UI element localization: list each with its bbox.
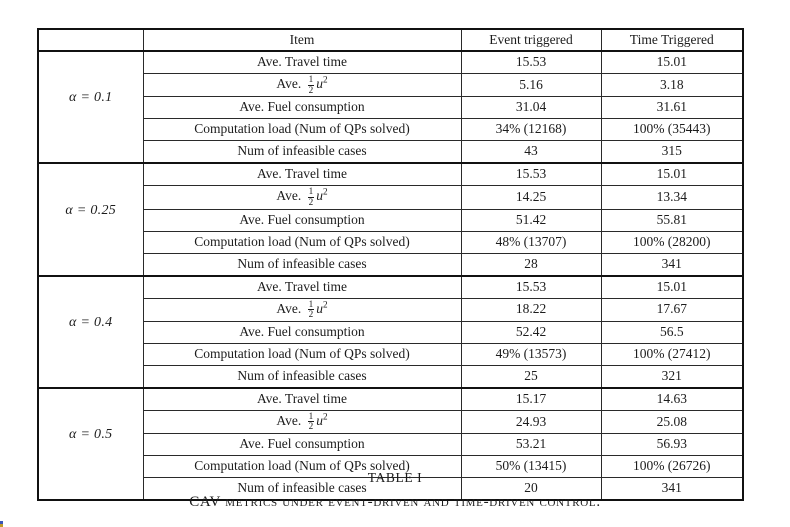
item-cell: Computation load (Num of QPs solved)	[142, 342, 462, 366]
time-value-cell: 13.34	[600, 185, 744, 210]
table-row: Computation load (Num of QPs solved) 34% …	[38, 118, 744, 142]
item-cell: Ave. 1 2 u2	[142, 297, 462, 322]
item-cell: Ave. 1 2 u2	[142, 185, 462, 210]
time-value-cell: 25.08	[600, 409, 744, 435]
table-row: α = 0.5 Ave. Travel time 15.17 14.63	[37, 386, 744, 501]
time-value-cell: 56.93	[600, 433, 744, 457]
table-row: α = 0.25 Ave. Travel time 15.53 15.01	[37, 162, 744, 277]
event-value-cell: 31.04	[460, 96, 602, 120]
event-value-cell: 14.25	[460, 185, 602, 210]
item-cell: Num of infeasible cases	[142, 364, 462, 389]
table-row: Ave. Fuel consumption 53.21 56.93	[38, 433, 744, 457]
item-cell: Ave. Fuel consumption	[142, 433, 462, 457]
cav-metrics-table: Item Event triggered Time Triggered α = …	[37, 28, 744, 502]
time-value-cell: 3.18	[600, 72, 744, 98]
event-value-cell: 51.42	[460, 208, 602, 232]
item-cell: Computation load (Num of QPs solved)	[142, 455, 462, 479]
event-value-cell: 28	[460, 252, 602, 277]
time-value-cell: 100% (35443)	[600, 118, 744, 142]
event-value-cell: 5.16	[460, 72, 602, 98]
time-value-cell: 100% (28200)	[600, 230, 744, 254]
scan-artifact	[0, 521, 3, 527]
event-value-cell: 15.53	[460, 50, 602, 74]
table-row: Ave. Fuel consumption 31.04 31.61	[38, 96, 744, 120]
event-value-cell: 25	[460, 364, 602, 389]
header-row: Item Event triggered Time Triggered	[37, 28, 744, 52]
event-value-cell: 15.53	[460, 162, 602, 187]
table-row: Ave. 1 2 u2 18.22 17.67	[38, 297, 744, 322]
table-row: α = 0.1 Ave. Travel time 15.53 15.01	[37, 50, 744, 164]
table-row: Computation load (Num of QPs solved) 49% …	[38, 342, 744, 366]
item-cell: Num of infeasible cases	[142, 252, 462, 277]
item-cell: Num of infeasible cases	[142, 477, 462, 501]
item-cell: Ave. Travel time	[142, 386, 462, 411]
time-value-cell: 341	[600, 477, 744, 501]
alpha-label: α = 0.4	[37, 274, 144, 389]
time-value-cell: 56.5	[600, 320, 744, 344]
item-cell: Ave. Travel time	[142, 162, 462, 187]
event-value-cell: 43	[460, 140, 602, 164]
table-row: Computation load (Num of QPs solved) 50% …	[38, 455, 744, 479]
event-value-cell: 20	[460, 477, 602, 501]
header-time-triggered: Time Triggered	[600, 28, 744, 52]
item-cell: Ave. Fuel consumption	[142, 320, 462, 344]
item-cell: Computation load (Num of QPs solved)	[142, 118, 462, 142]
item-cell: Ave. Fuel consumption	[142, 96, 462, 120]
table-row: Ave. 1 2 u2 5.16 3.18	[38, 72, 744, 98]
header-event-triggered: Event triggered	[460, 28, 602, 52]
table-row: Num of infeasible cases 43 315	[38, 140, 744, 164]
item-cell: Ave. Travel time	[142, 274, 462, 299]
time-value-cell: 31.61	[600, 96, 744, 120]
table-row: Ave. 1 2 u2 24.93 25.08	[38, 409, 744, 435]
item-cell: Computation load (Num of QPs solved)	[142, 230, 462, 254]
event-value-cell: 15.17	[460, 386, 602, 411]
event-value-cell: 15.53	[460, 274, 602, 299]
table-row: Computation load (Num of QPs solved) 48% …	[38, 230, 744, 254]
item-cell: Ave. 1 2 u2	[142, 72, 462, 98]
table-caption-label: TABLE I	[367, 470, 423, 485]
time-value-cell: 100% (27412)	[600, 342, 744, 366]
table-row: Ave. Fuel consumption 51.42 55.81	[38, 208, 744, 232]
event-value-cell: 48% (13707)	[460, 230, 602, 254]
item-cell: Ave. Fuel consumption	[142, 208, 462, 232]
time-value-cell: 100% (26726)	[600, 455, 744, 479]
item-cell: Ave. Travel time	[142, 50, 462, 74]
alpha-label: α = 0.25	[37, 162, 144, 277]
item-cell: Num of infeasible cases	[142, 140, 462, 164]
table-row: Ave. 1 2 u2 14.25 13.34	[38, 185, 744, 210]
time-value-cell: 341	[600, 252, 744, 277]
time-value-cell: 55.81	[600, 208, 744, 232]
table-row: Num of infeasible cases 28 341	[38, 252, 744, 277]
time-value-cell: 321	[600, 364, 744, 389]
event-value-cell: 24.93	[460, 409, 602, 435]
table-row: Ave. Fuel consumption 52.42 56.5	[38, 320, 744, 344]
event-value-cell: 34% (12168)	[460, 118, 602, 142]
table-row: Num of infeasible cases 20 341	[38, 477, 744, 501]
item-cell: Ave. 1 2 u2	[142, 409, 462, 435]
alpha-label: α = 0.5	[37, 386, 144, 501]
time-value-cell: 15.01	[600, 50, 744, 74]
event-value-cell: 49% (13573)	[460, 342, 602, 366]
alpha-label: α = 0.1	[37, 50, 144, 164]
table-caption-text: CAV metrics under event-driven and time-…	[189, 494, 601, 510]
time-value-cell: 15.01	[600, 274, 744, 299]
time-value-cell: 15.01	[600, 162, 744, 187]
event-value-cell: 53.21	[460, 433, 602, 457]
header-item: Item	[142, 28, 462, 52]
table-row: α = 0.4 Ave. Travel time 15.53 15.01	[37, 274, 744, 389]
event-value-cell: 52.42	[460, 320, 602, 344]
time-value-cell: 14.63	[600, 386, 744, 411]
header-alpha-blank	[37, 28, 144, 52]
time-value-cell: 17.67	[600, 297, 744, 322]
table-header: Item Event triggered Time Triggered	[37, 28, 744, 52]
time-value-cell: 315	[600, 140, 744, 164]
event-value-cell: 18.22	[460, 297, 602, 322]
table-row: Num of infeasible cases 25 321	[38, 364, 744, 389]
